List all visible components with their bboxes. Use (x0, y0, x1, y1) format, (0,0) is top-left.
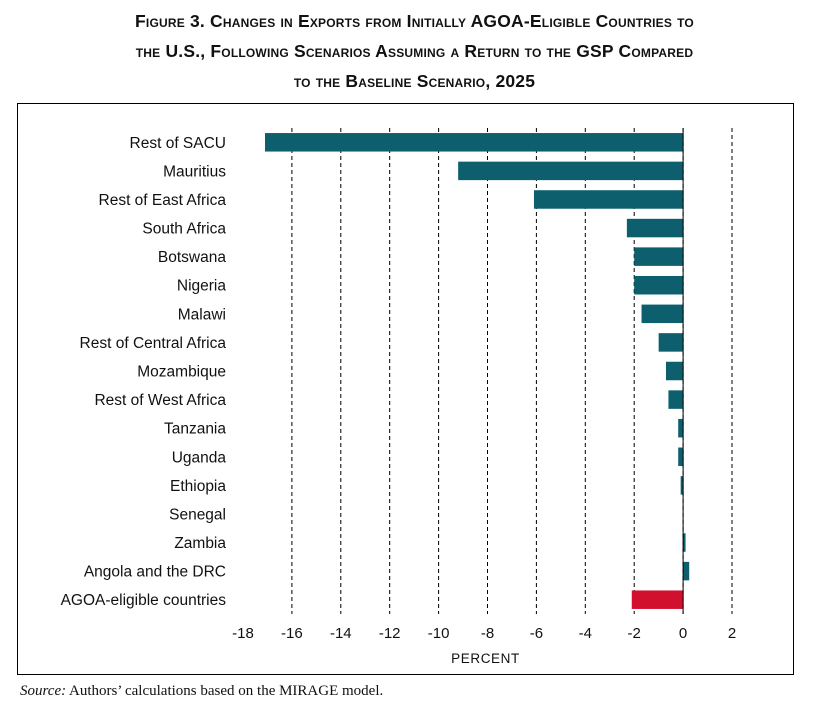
category-label-6: Malawi (178, 306, 226, 323)
bar-14 (683, 533, 686, 552)
bar-12 (680, 476, 684, 495)
source-label: Source: (20, 683, 67, 699)
category-label-11: Uganda (172, 449, 227, 466)
category-label-7: Rest of Central Africa (80, 335, 227, 352)
bar-11 (678, 447, 684, 467)
bar-7 (658, 333, 684, 352)
bar-9 (668, 390, 684, 409)
category-label-3: South Africa (142, 221, 226, 238)
title-line-1: Figure 3. Changes in Exports from Initia… (135, 11, 694, 31)
x-tick-label-4: -10 (428, 625, 450, 642)
category-label-8: Mozambique (137, 364, 226, 381)
category-label-0: Rest of SACU (130, 135, 226, 152)
bar-3 (626, 218, 684, 238)
x-tick-label-3: -12 (379, 625, 401, 642)
category-label-16: AGOA-eligible countries (61, 592, 227, 609)
title-line-3: to the Baseline Scenario, 2025 (293, 71, 536, 91)
title-line-2: the U.S., Following Scenarios Assuming a… (135, 41, 694, 61)
category-label-9: Rest of West Africa (94, 392, 226, 409)
category-label-10: Tanzania (164, 421, 226, 438)
bar-15 (683, 561, 690, 581)
category-label-12: Ethiopia (170, 478, 226, 495)
x-tick-label-0: -18 (232, 625, 254, 642)
bar-16 (631, 590, 684, 609)
category-label-1: Mauritius (163, 163, 226, 180)
category-label-4: Botswana (158, 249, 226, 266)
category-label-15: Angola and the DRC (84, 564, 226, 581)
bar-6 (641, 304, 684, 324)
bar-1 (458, 161, 684, 181)
bar-2 (533, 190, 684, 209)
x-tick-label-8: -2 (628, 625, 641, 642)
x-tick-label-10: 2 (728, 625, 736, 642)
category-label-14: Zambia (174, 535, 226, 552)
figure-title: Figure 3. Changes in Exports from Initia… (0, 6, 829, 96)
x-axis-label: PERCENT (451, 651, 520, 666)
x-tick-label-2: -14 (330, 625, 352, 642)
bar-10 (678, 418, 684, 438)
bar-4 (634, 247, 684, 266)
x-tick-label-5: -8 (481, 625, 494, 642)
chart-frame (17, 103, 794, 675)
source-text: Authors’ calculations based on the MIRAG… (66, 683, 384, 699)
x-tick-label-1: -16 (281, 625, 303, 642)
bar-8 (665, 361, 684, 381)
category-label-2: Rest of East Africa (99, 192, 227, 209)
x-tick-label-6: -6 (530, 625, 543, 642)
source-note: Source: Authors’ calculations based on t… (20, 683, 383, 700)
category-label-5: Nigeria (177, 278, 226, 295)
bar-0 (265, 133, 684, 152)
category-label-13: Senegal (169, 506, 226, 523)
x-tick-label-9: 0 (679, 625, 687, 642)
bar-5 (634, 275, 684, 295)
x-tick-label-7: -4 (579, 625, 592, 642)
